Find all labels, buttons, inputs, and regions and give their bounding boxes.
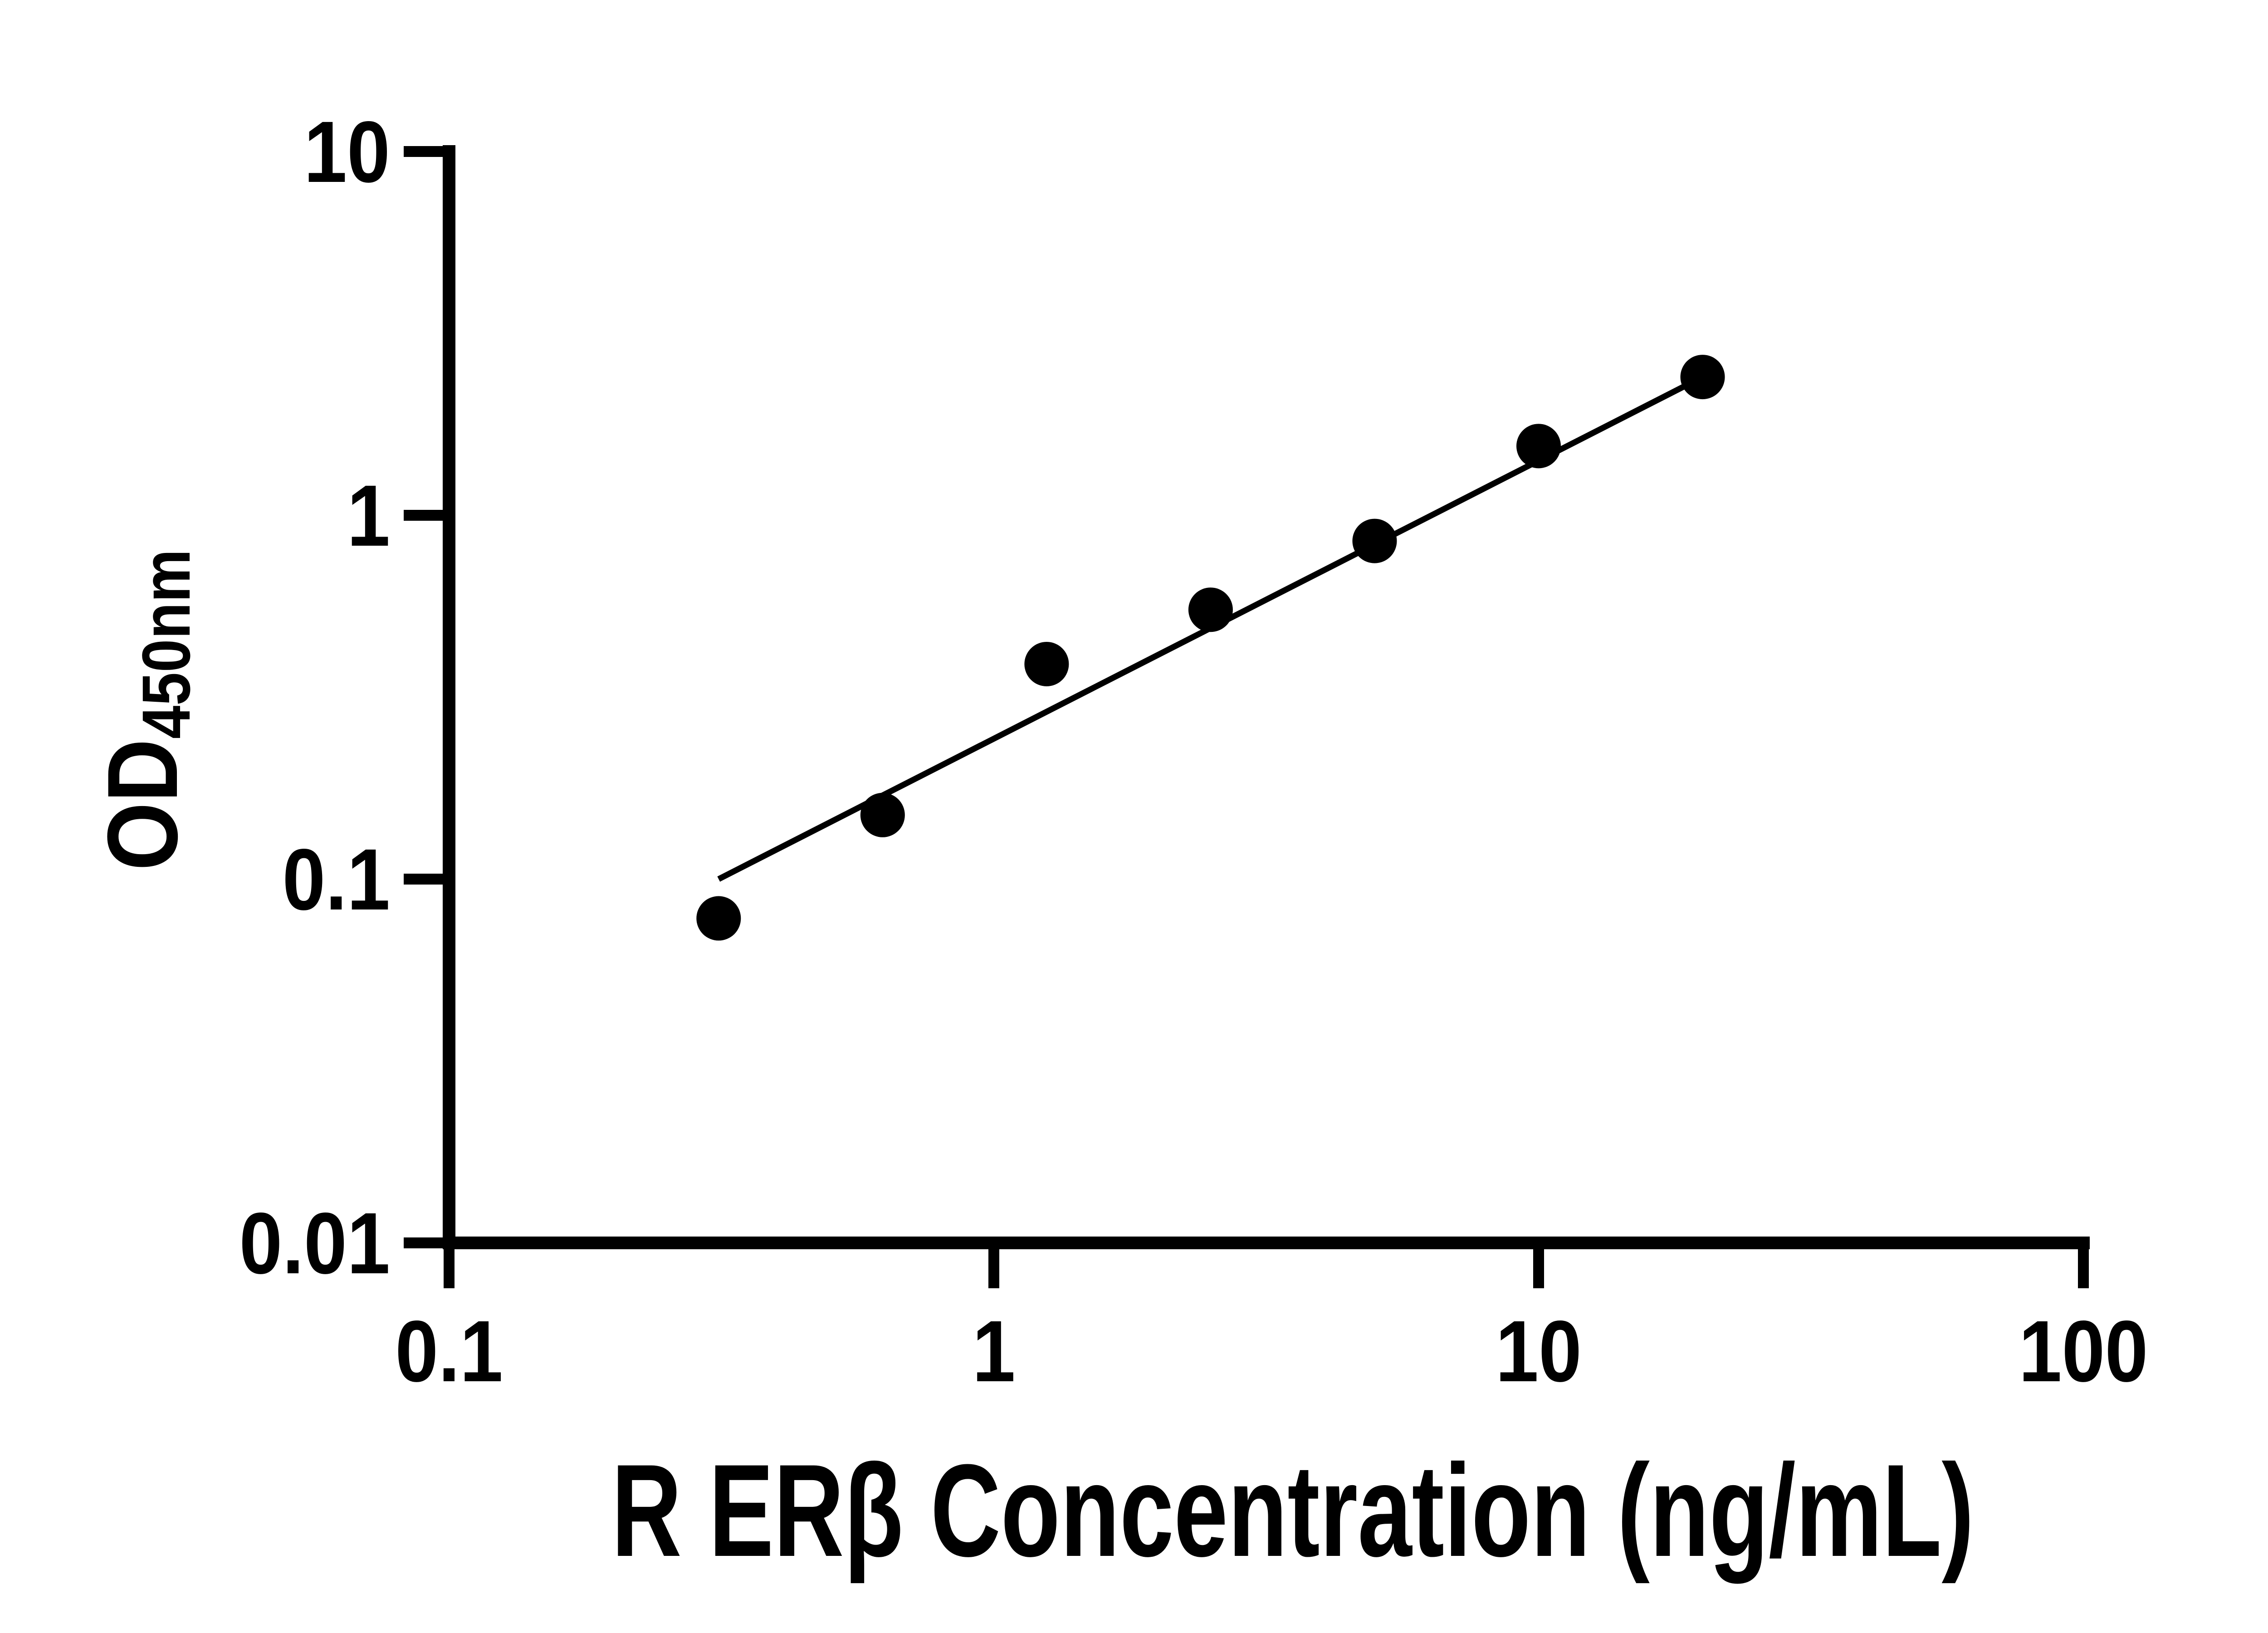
y-axis-title-main: OD [86, 739, 198, 870]
x-tick-label: 1 [972, 1302, 1015, 1400]
data-point [1516, 424, 1561, 469]
y-tick-label: 0.01 [239, 1194, 390, 1292]
axes-layer [404, 145, 2090, 1288]
data-point [696, 896, 741, 941]
y-tick-label: 1 [347, 467, 390, 565]
y-tick-label: 0.1 [282, 831, 390, 929]
y-tick-label: 10 [304, 103, 390, 201]
x-tick-label: 10 [1496, 1302, 1582, 1400]
y-axis-title: OD450nm [86, 549, 204, 871]
data-point [1680, 355, 1725, 400]
y-axis-title-subscript: 450nm [128, 549, 204, 739]
data-point [1352, 518, 1397, 563]
x-tick-label: 100 [2019, 1302, 2148, 1400]
data-point [860, 792, 905, 837]
x-axis-title: R ERβ Concentration (ng/mL) [611, 1437, 1974, 1584]
series-layer [696, 355, 1725, 941]
data-point [1024, 641, 1069, 686]
data-point [1188, 587, 1233, 632]
x-tick-label: 0.1 [395, 1302, 503, 1400]
